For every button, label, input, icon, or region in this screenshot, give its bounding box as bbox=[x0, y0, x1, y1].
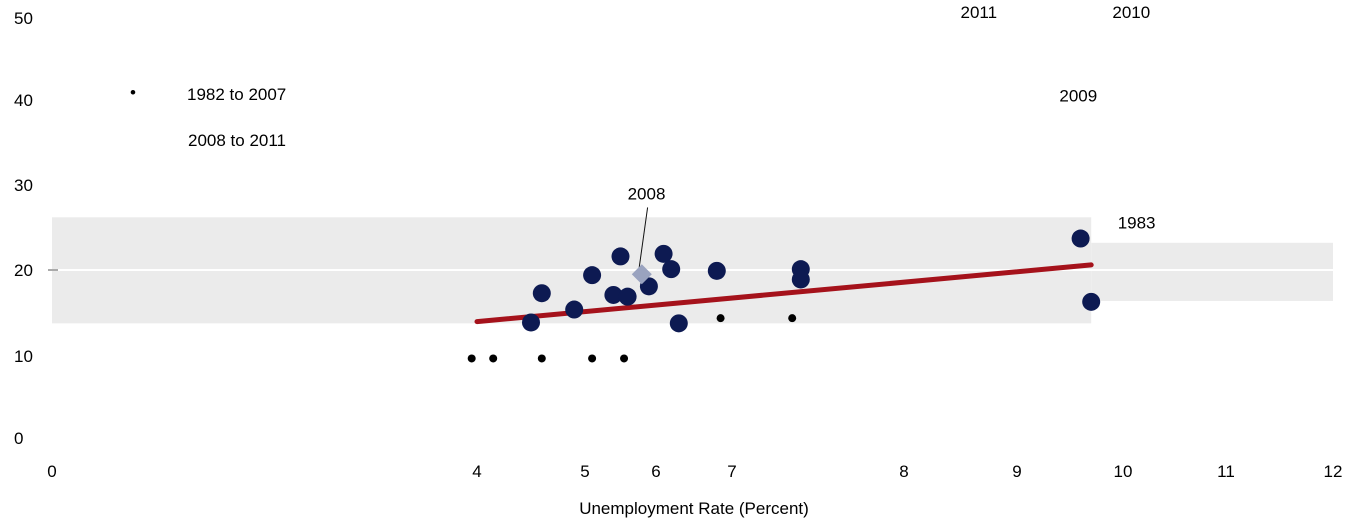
data-point-0-2 bbox=[565, 300, 584, 319]
data-point-0-11 bbox=[707, 261, 726, 280]
small-dot-6 bbox=[788, 314, 797, 323]
x-tick-label-5: 5 bbox=[580, 462, 589, 481]
x-tick-label-4: 4 bbox=[472, 462, 481, 481]
y-tick-label-30: 30 bbox=[14, 176, 33, 195]
small-dot-5 bbox=[716, 314, 725, 323]
shaded-bands bbox=[48, 217, 1333, 324]
data-point-0-8 bbox=[654, 244, 673, 263]
leader-line-layer bbox=[637, 207, 649, 275]
small-dots bbox=[467, 314, 797, 363]
annotation-2010: 2010 bbox=[1112, 3, 1150, 22]
shaded-band-1 bbox=[1091, 242, 1333, 301]
small-dot-1 bbox=[489, 354, 498, 363]
data-point-0-5 bbox=[611, 247, 630, 266]
data-point-0-7 bbox=[639, 277, 658, 296]
x-axis-title: Unemployment Rate (Percent) bbox=[579, 499, 809, 518]
legend-marker-1982-2007: • bbox=[130, 83, 136, 102]
x-tick-label-10: 10 bbox=[1114, 462, 1133, 481]
small-dot-0 bbox=[467, 354, 476, 363]
y-tick-label-50: 50 bbox=[14, 9, 33, 28]
annotation-2011: 2011 bbox=[961, 3, 998, 22]
data-points bbox=[522, 229, 1101, 333]
data-point-0-15 bbox=[1082, 292, 1101, 311]
data-point-0-4 bbox=[604, 285, 623, 304]
small-dot-2 bbox=[537, 354, 546, 363]
data-point-0-1 bbox=[532, 284, 551, 303]
x-tick-label-0: 0 bbox=[47, 462, 56, 481]
x-tick-label-9: 9 bbox=[1012, 462, 1021, 481]
y-tick-label-20: 20 bbox=[14, 261, 33, 280]
leader-line-2008 bbox=[637, 207, 649, 275]
data-point-0-9 bbox=[662, 260, 681, 279]
small-dot-4 bbox=[620, 354, 629, 363]
y-tick-label-10: 10 bbox=[14, 347, 33, 366]
data-point-0-10 bbox=[669, 314, 688, 333]
x-tick-label-6: 6 bbox=[651, 462, 660, 481]
legend: • 1982 to 2007 2008 to 2011 bbox=[130, 83, 286, 150]
data-point-0-0 bbox=[522, 313, 540, 332]
x-tick-label-12: 12 bbox=[1324, 462, 1343, 481]
annotation-2008: 2008 bbox=[628, 184, 666, 203]
data-point-diamond-0 bbox=[631, 264, 652, 285]
x-tick-label-8: 8 bbox=[899, 462, 908, 481]
y-axis: 0 10 20 30 40 50 bbox=[14, 9, 33, 448]
annotation-2009: 2009 bbox=[1059, 87, 1097, 106]
x-axis: 0 4 5 6 7 8 9 10 11 12 bbox=[47, 462, 1342, 481]
y-tick-label-0: 0 bbox=[14, 429, 23, 448]
data-point-0-6 bbox=[618, 287, 637, 306]
annotation-1983: 1983 bbox=[1118, 213, 1156, 232]
x-tick-label-7: 7 bbox=[727, 462, 736, 481]
x-tick-label-11: 11 bbox=[1217, 462, 1235, 481]
data-point-0-14 bbox=[1071, 229, 1090, 248]
annotations: 2008 2011 2010 2009 1983 bbox=[628, 3, 1156, 232]
legend-label-1982-2007: 1982 to 2007 bbox=[187, 85, 286, 104]
legend-label-2008-2011: 2008 to 2011 bbox=[188, 131, 286, 150]
data-point-0-13 bbox=[791, 270, 810, 289]
y-tick-label-40: 40 bbox=[14, 91, 33, 110]
small-dot-3 bbox=[588, 354, 597, 363]
data-point-0-3 bbox=[583, 266, 602, 285]
